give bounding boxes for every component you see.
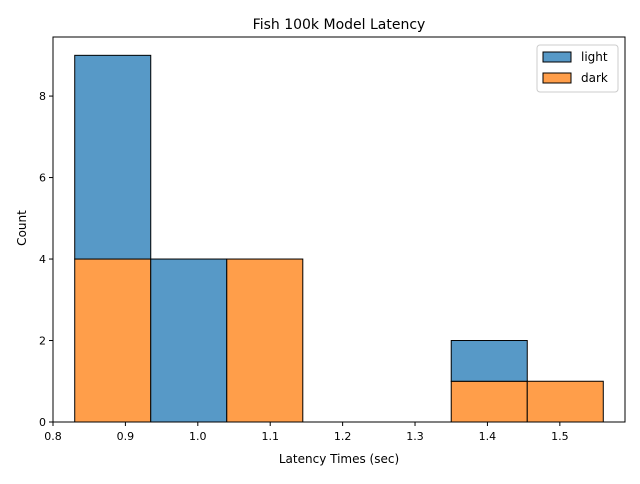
x-tick-label-6: 1.4: [479, 430, 497, 443]
bar-dark-5: [450, 380, 528, 423]
y-tick-label-4: 8: [39, 90, 46, 103]
chart-title: Fish 100k Model Latency: [253, 17, 426, 33]
x-tick-label-5: 1.3: [406, 430, 424, 443]
bar-dark-0: [74, 258, 152, 423]
bar-light-1: [150, 258, 228, 423]
bar-light-5: [450, 340, 528, 382]
x-tick-label-7: 1.5: [551, 430, 569, 443]
x-tick-label-0: 0.8: [44, 430, 62, 443]
plot-frame: [52, 36, 626, 423]
legend-swatch-dark: [542, 72, 572, 84]
x-tick-label-1: 0.9: [117, 430, 135, 443]
bar-dark-6: [526, 380, 604, 423]
y-axis-label: Count: [15, 210, 29, 246]
x-tick-label-3: 1.1: [261, 430, 279, 443]
y-tick-label-2: 4: [39, 253, 46, 266]
bar-dark-2: [226, 258, 304, 423]
x-axis-label: Latency Times (sec): [279, 452, 399, 466]
legend-label-light: light: [581, 50, 608, 64]
legend: light dark: [536, 44, 619, 93]
y-tick-label-3: 6: [39, 172, 46, 185]
legend-label-dark: dark: [581, 71, 608, 85]
bar-light-0: [74, 54, 152, 260]
x-tick-label-4: 1.2: [334, 430, 352, 443]
y-tick-label-0: 0: [39, 416, 46, 429]
bars-group: [74, 54, 604, 423]
legend-swatch-light: [542, 51, 572, 63]
axes-group: 0.8 0.9 1.0 1.1 1.2 1.3 1.4 1.5 0 2 4 6 8: [39, 36, 626, 443]
x-tick-label-2: 1.0: [189, 430, 207, 443]
y-tick-label-1: 2: [39, 335, 46, 348]
